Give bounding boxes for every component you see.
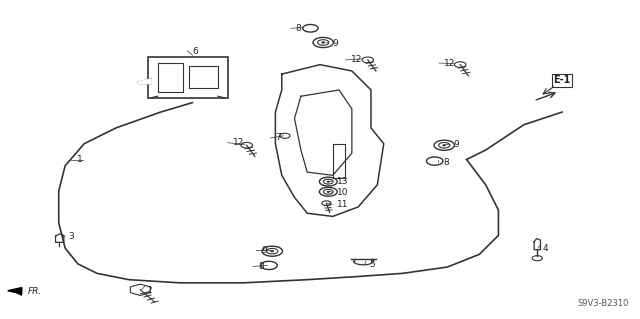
Text: 8: 8 <box>296 24 301 33</box>
Text: FR.: FR. <box>28 287 42 296</box>
Text: 3: 3 <box>68 233 74 241</box>
Text: 9: 9 <box>454 140 460 149</box>
Circle shape <box>443 145 446 146</box>
Text: 8: 8 <box>443 158 449 167</box>
Text: 5: 5 <box>370 260 376 269</box>
Circle shape <box>322 42 324 43</box>
Circle shape <box>327 191 330 192</box>
Text: E-1: E-1 <box>554 76 571 85</box>
Text: ▶: ▶ <box>13 286 22 296</box>
Text: 7: 7 <box>275 133 281 143</box>
Polygon shape <box>138 79 151 84</box>
Text: 12: 12 <box>351 56 362 64</box>
Text: 4: 4 <box>543 243 548 253</box>
Text: 10: 10 <box>337 188 349 197</box>
Text: 6: 6 <box>193 47 198 56</box>
FancyBboxPatch shape <box>148 57 228 98</box>
Text: 2: 2 <box>147 286 152 295</box>
Text: 1: 1 <box>77 155 83 164</box>
Text: 12: 12 <box>444 59 456 68</box>
Text: 9: 9 <box>333 39 339 48</box>
Text: 8: 8 <box>258 262 264 271</box>
Circle shape <box>327 181 330 182</box>
Text: 9: 9 <box>261 246 267 255</box>
Text: 13: 13 <box>337 176 349 186</box>
Text: 11: 11 <box>337 200 349 209</box>
Circle shape <box>271 250 274 252</box>
Text: 12: 12 <box>233 138 244 147</box>
Text: S9V3-B2310: S9V3-B2310 <box>578 299 629 308</box>
Polygon shape <box>8 287 22 294</box>
